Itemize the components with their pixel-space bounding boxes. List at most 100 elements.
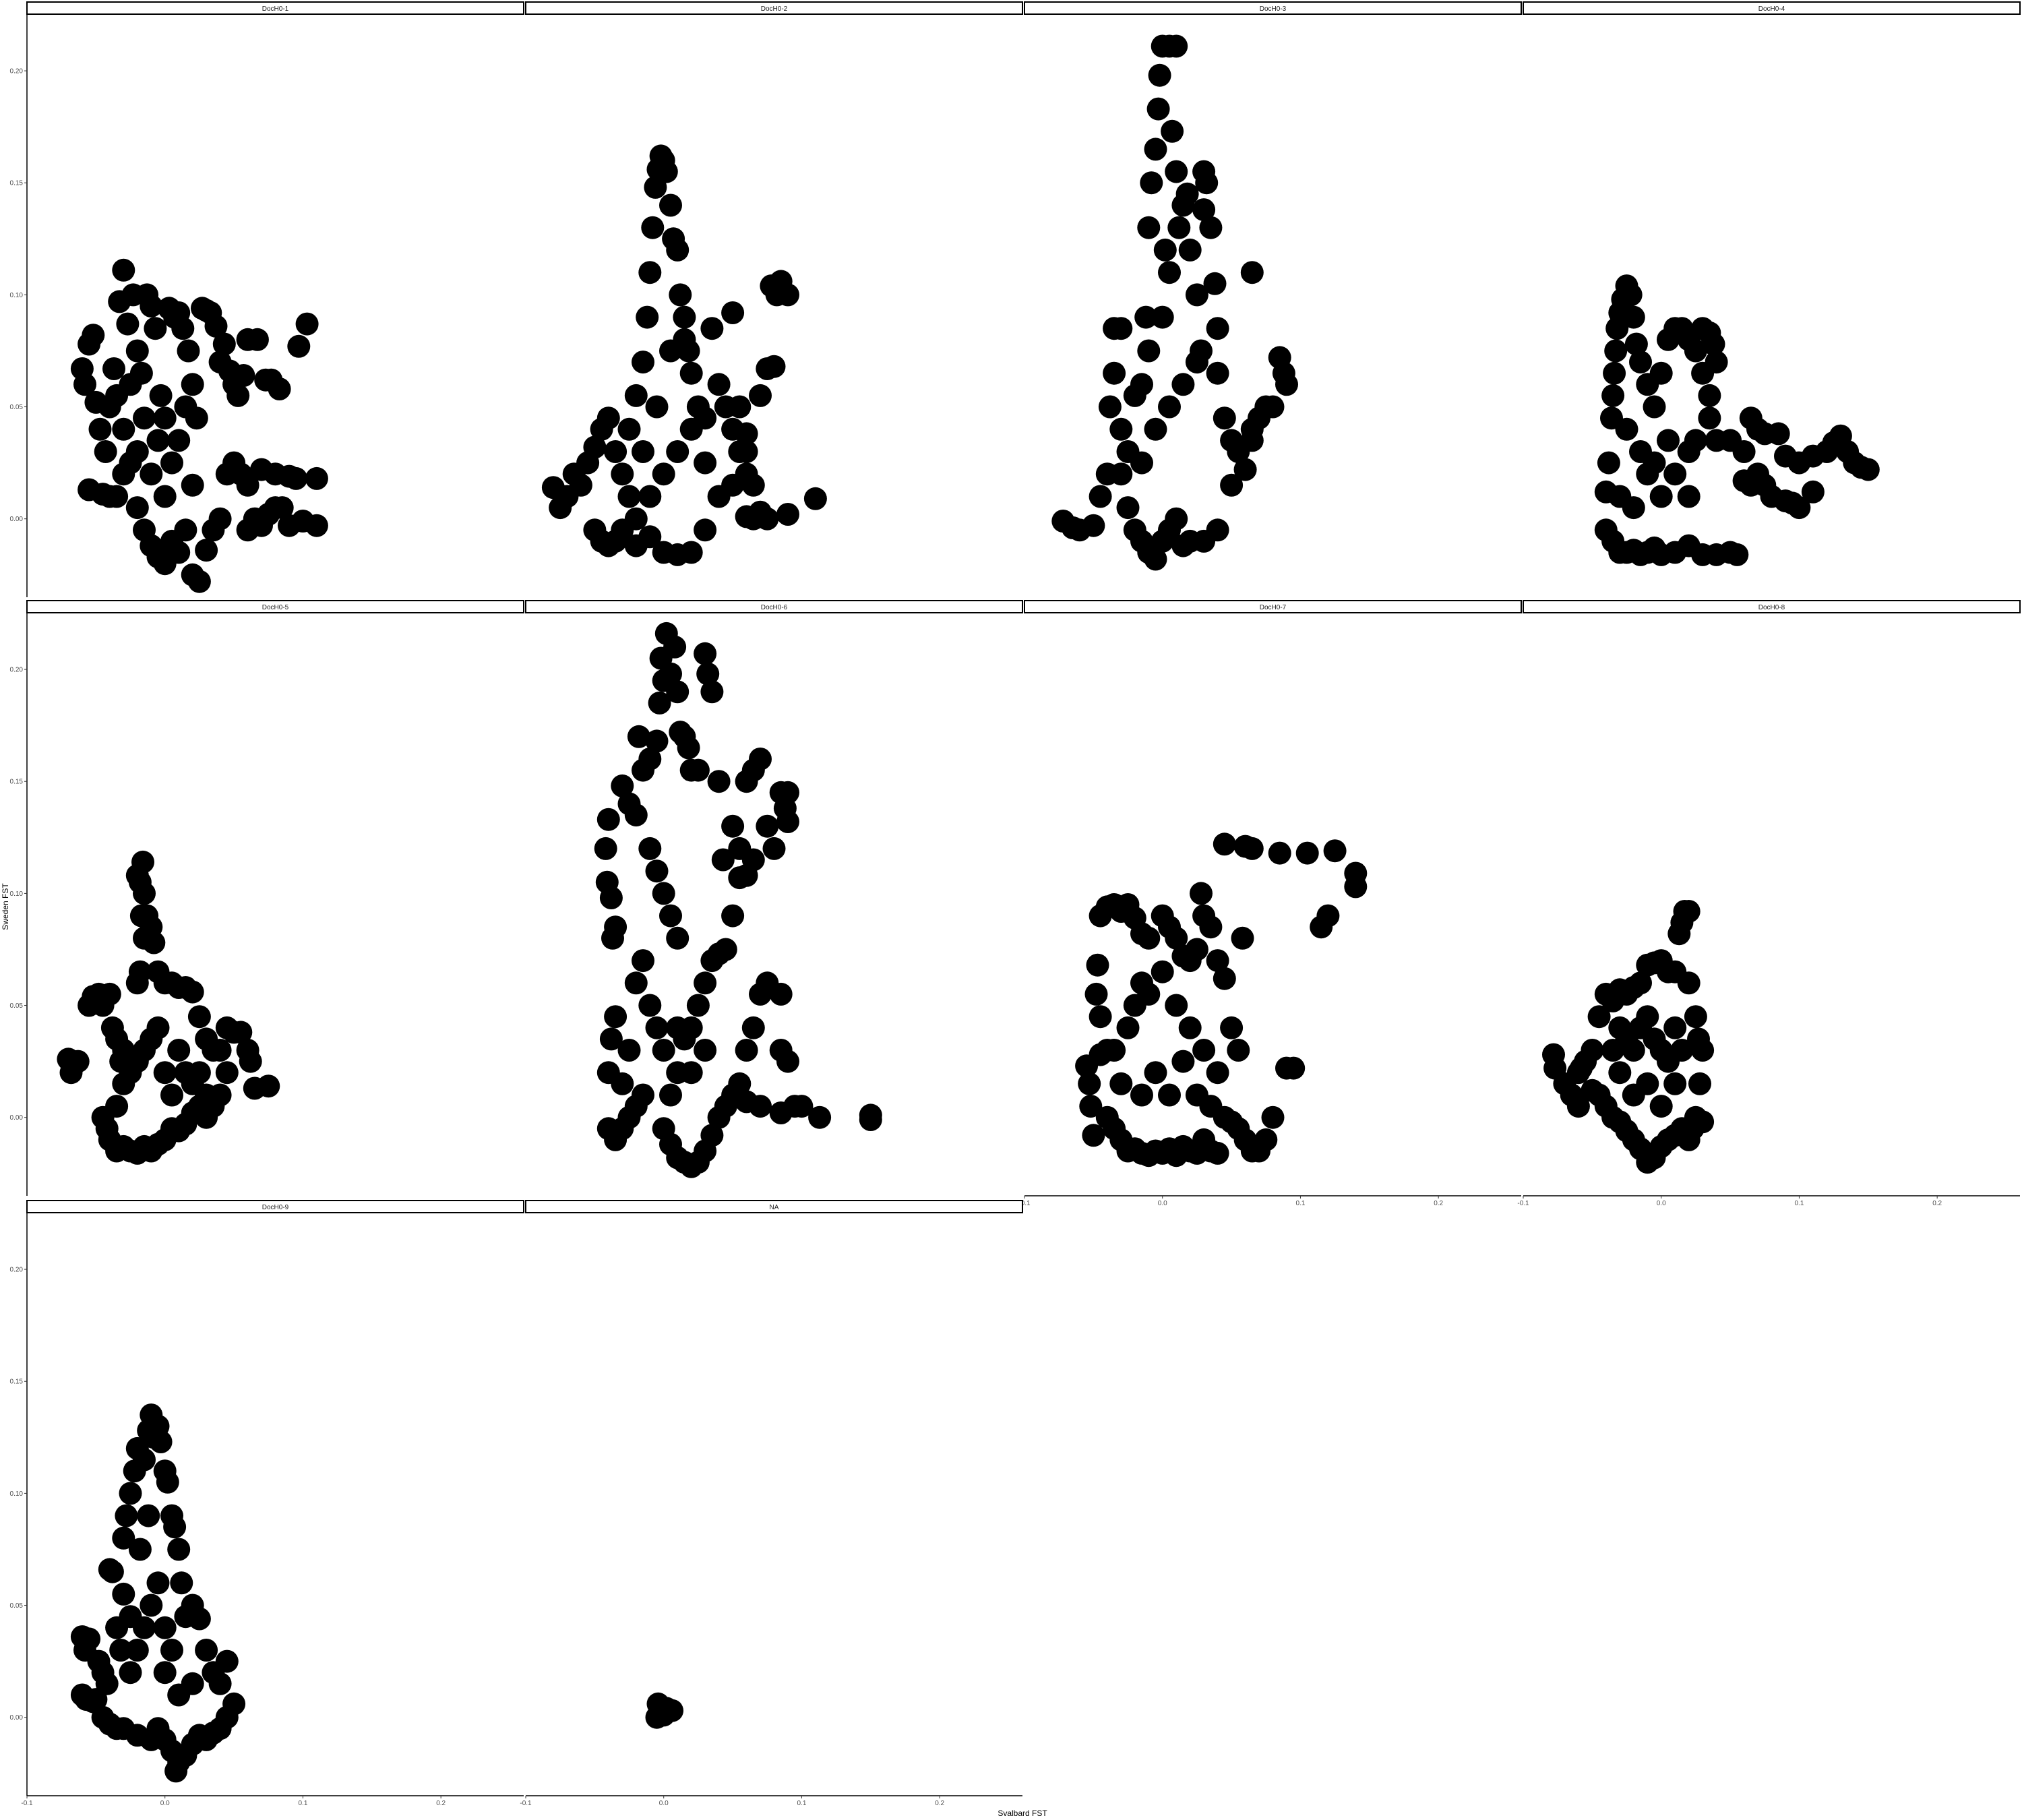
scatter-point bbox=[102, 357, 125, 380]
scatter-point bbox=[617, 417, 641, 441]
scatter-point bbox=[1622, 305, 1645, 329]
x-tick-label: -0.1 bbox=[21, 1800, 33, 1807]
scatter-point bbox=[119, 373, 142, 396]
scatter-point bbox=[1310, 915, 1333, 939]
scatter-point bbox=[1767, 422, 1790, 446]
scatter-point bbox=[1109, 317, 1133, 340]
scatter-point bbox=[1161, 119, 1184, 143]
facet-panels: DocH0-1 0.00 0.05 0.10 0.15 0.20 DocH0-2 DocH0-… bbox=[10, 1, 2021, 1807]
scatter-point bbox=[167, 1039, 191, 1062]
scatter-point bbox=[1240, 261, 1264, 284]
scatter-point bbox=[776, 1050, 799, 1073]
facet-panel: DocH0-5 0.00 0.05 0.10 0.15 0.20 bbox=[10, 600, 524, 1196]
scatter-point bbox=[1688, 1072, 1711, 1095]
scatter-point bbox=[604, 1005, 627, 1029]
scatter-point bbox=[1615, 417, 1638, 441]
scatter-point bbox=[1103, 361, 1126, 385]
scatter-point bbox=[673, 305, 696, 329]
facet-panel: NA -0.1 0.0 0.1 0.2 bbox=[520, 1200, 1023, 1807]
scatter-point bbox=[632, 440, 654, 463]
scatter-point bbox=[769, 1101, 793, 1124]
x-tick-label: 0.2 bbox=[1434, 1200, 1443, 1207]
scatter-point bbox=[1089, 485, 1112, 508]
scatter-point bbox=[1165, 926, 1188, 950]
scatter-point bbox=[707, 770, 731, 793]
scatter-point bbox=[679, 417, 703, 441]
scatter-point bbox=[648, 691, 671, 715]
scatter-point bbox=[232, 364, 255, 387]
scatter-point bbox=[596, 808, 620, 831]
scatter-point bbox=[181, 1672, 204, 1695]
scatter-point bbox=[1137, 982, 1161, 1006]
scatter-point bbox=[128, 960, 152, 983]
scatter-point bbox=[638, 748, 662, 770]
facet-strip bbox=[26, 1, 524, 15]
scatter-point bbox=[1082, 514, 1105, 537]
scatter-point bbox=[1109, 1072, 1133, 1095]
scatter-point bbox=[1171, 373, 1195, 396]
scatter-point bbox=[204, 314, 228, 338]
scatter-point bbox=[171, 317, 195, 340]
scatter-point bbox=[187, 570, 211, 593]
facet-strip-label: DocH0-6 bbox=[761, 604, 788, 611]
scatter-point bbox=[1144, 1061, 1167, 1085]
scatter-point bbox=[1323, 839, 1347, 863]
scatter-point bbox=[215, 1649, 239, 1673]
facet-strip-label: DocH0-9 bbox=[262, 1204, 289, 1211]
scatter-point bbox=[652, 462, 675, 486]
scatter-point bbox=[181, 980, 204, 1004]
scatter-point bbox=[1206, 518, 1229, 542]
scatter-point bbox=[1082, 1124, 1105, 1147]
scatter-point bbox=[1649, 485, 1673, 508]
scatter-point bbox=[1603, 361, 1626, 385]
scatter-point bbox=[119, 1605, 142, 1629]
scatter-point bbox=[149, 1430, 173, 1453]
scatter-point bbox=[1601, 384, 1625, 407]
scatter-point bbox=[140, 1594, 163, 1617]
scatter-point bbox=[84, 1688, 108, 1711]
scatter-point bbox=[133, 406, 156, 430]
facet-strip bbox=[1024, 1, 1522, 15]
scatter-point bbox=[208, 1672, 232, 1695]
scatter-point bbox=[707, 373, 731, 396]
scatter-point bbox=[1240, 837, 1264, 860]
scatter-point bbox=[673, 328, 696, 351]
scatter-point bbox=[88, 417, 112, 441]
scatter-point bbox=[808, 1105, 832, 1129]
facet-panel: DocH0-4 bbox=[1523, 1, 2021, 566]
scatter-point bbox=[1165, 994, 1188, 1017]
scatter-point bbox=[208, 507, 232, 530]
scatter-point bbox=[1199, 216, 1223, 239]
scatter-point bbox=[735, 1039, 758, 1062]
y-tick-label: 0.05 bbox=[10, 1602, 24, 1610]
x-tick-label: 0.2 bbox=[935, 1800, 944, 1807]
x-tick-label: -0.1 bbox=[1517, 1200, 1529, 1207]
scatter-point bbox=[1167, 216, 1191, 239]
scatter-point bbox=[245, 328, 269, 351]
scatter-point bbox=[611, 774, 634, 797]
scatter-point bbox=[1677, 440, 1701, 463]
scatter-point bbox=[1213, 967, 1236, 990]
scatter-point bbox=[187, 1607, 211, 1631]
scatter-point bbox=[1199, 915, 1223, 939]
y-tick-label: 0.10 bbox=[10, 890, 24, 898]
scatter-point bbox=[119, 1661, 142, 1685]
scatter-point bbox=[790, 1095, 814, 1118]
scatter-point bbox=[1227, 1039, 1250, 1062]
scatter-point bbox=[1801, 480, 1825, 504]
x-tick-label: 0.1 bbox=[1295, 1200, 1305, 1207]
scatter-point bbox=[645, 1705, 669, 1729]
scatter-point bbox=[1629, 971, 1652, 995]
scatter-point bbox=[1190, 882, 1213, 905]
scatter-point bbox=[1089, 1005, 1112, 1029]
scatter-point bbox=[160, 1083, 183, 1107]
scatter-point bbox=[160, 1639, 183, 1662]
scatter-point bbox=[181, 473, 204, 497]
scatter-point bbox=[94, 440, 117, 463]
scatter-point bbox=[1698, 384, 1721, 407]
scatter-point bbox=[195, 1083, 218, 1107]
scatter-point bbox=[1295, 841, 1319, 865]
facet-strip bbox=[26, 1200, 524, 1213]
y-tick-label: 0.00 bbox=[10, 1714, 24, 1722]
